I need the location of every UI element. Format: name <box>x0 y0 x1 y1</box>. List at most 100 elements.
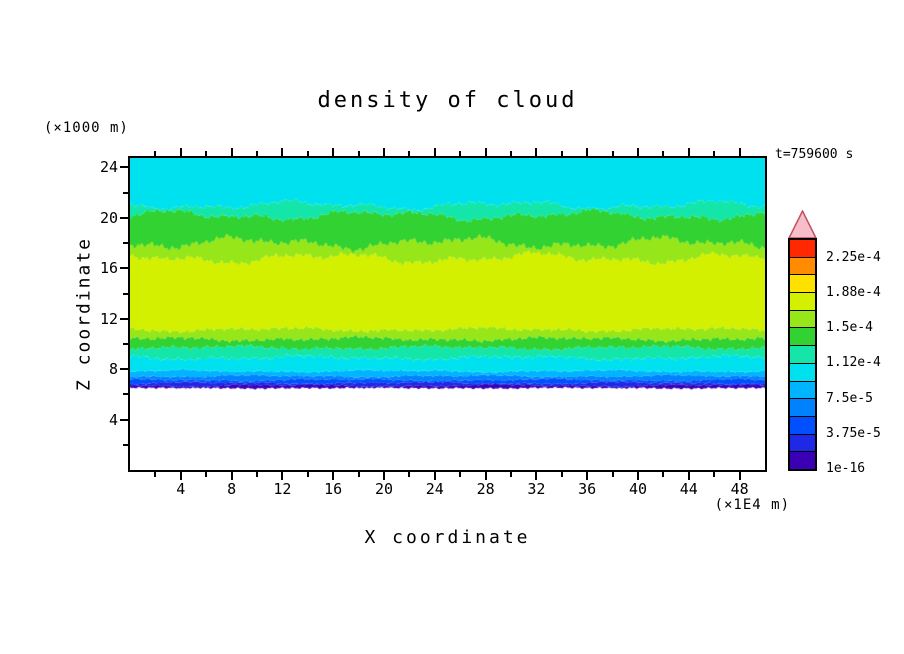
tick-mark <box>154 472 157 477</box>
colorbar-segment <box>790 433 815 452</box>
y-tick-label: 20 <box>99 208 118 227</box>
tick-mark <box>637 148 639 156</box>
tick-mark <box>383 472 385 480</box>
colorbar-tick-label: 7.5e-5 <box>826 390 873 406</box>
x-tick-label: 40 <box>628 480 648 498</box>
x-tick-label: 28 <box>476 480 495 498</box>
tick-mark <box>586 148 589 156</box>
tick-mark <box>484 472 487 480</box>
tick-mark <box>123 242 128 245</box>
y-tick-label: 24 <box>99 158 118 177</box>
x-axis-unit-label: (×1E4 m) <box>714 497 790 513</box>
x-axis-title: X coordinate <box>364 527 531 548</box>
tick-mark <box>281 472 284 480</box>
tick-mark <box>123 292 128 295</box>
colorbar-tick-label: 1.5e-4 <box>826 320 873 336</box>
colorbar-segment <box>790 380 815 399</box>
tick-mark <box>510 472 512 477</box>
tick-mark <box>459 472 462 477</box>
tick-mark <box>611 472 614 477</box>
x-tick-label: 48 <box>730 480 749 498</box>
colorbar-tick-label: 1.88e-4 <box>826 284 881 300</box>
tick-mark <box>713 472 716 477</box>
x-tick-label: 12 <box>273 480 292 498</box>
x-tick-label: 44 <box>679 480 698 498</box>
tick-mark <box>120 368 128 371</box>
tick-mark <box>306 472 309 477</box>
tick-mark <box>687 148 690 156</box>
tick-mark <box>332 148 335 156</box>
tick-mark <box>123 191 128 194</box>
tick-mark <box>120 418 128 421</box>
x-tick-label: 20 <box>374 480 394 498</box>
tick-mark <box>738 148 741 156</box>
tick-mark <box>611 151 614 156</box>
y-axis-unit-label: (×1000 m) <box>44 120 129 136</box>
tick-mark <box>433 148 436 156</box>
tick-mark <box>306 151 309 156</box>
x-tick-label: 4 <box>176 480 186 498</box>
colorbar <box>788 238 817 471</box>
tick-mark <box>332 472 335 480</box>
tick-mark <box>535 472 538 480</box>
colorbar-tick-label: 3.75e-5 <box>826 425 881 441</box>
tick-mark <box>433 472 436 480</box>
tick-mark <box>560 472 563 477</box>
colorbar-segment <box>790 274 815 293</box>
x-tick-label: 24 <box>425 480 444 498</box>
tick-mark <box>230 472 233 480</box>
colorbar-segment <box>790 240 815 257</box>
tick-mark <box>408 472 411 477</box>
x-tick-label: 32 <box>527 480 546 498</box>
colorbar-tick-label: 1.12e-4 <box>826 355 881 371</box>
tick-mark <box>123 393 128 396</box>
colorbar-segment <box>790 309 815 328</box>
y-tick-label: 4 <box>108 410 118 429</box>
y-tick-label: 8 <box>108 360 118 379</box>
x-tick-label: 16 <box>324 480 343 498</box>
tick-mark <box>535 148 538 156</box>
tick-mark <box>120 317 128 320</box>
y-tick-label: 16 <box>99 259 118 278</box>
tick-mark <box>408 151 411 156</box>
chart-title: density of cloud <box>317 88 578 113</box>
tick-mark <box>179 148 182 156</box>
colorbar-segment <box>790 327 815 346</box>
tick-mark <box>383 148 385 156</box>
colorbar-overflow-arrow-icon <box>788 210 817 239</box>
y-tick-label: 12 <box>99 309 118 328</box>
tick-mark <box>662 151 665 156</box>
colorbar-segment <box>790 362 815 381</box>
tick-mark <box>510 151 512 156</box>
tick-mark <box>120 216 128 219</box>
tick-mark <box>120 166 128 169</box>
tick-mark <box>256 151 258 156</box>
tick-mark <box>230 148 233 156</box>
tick-mark <box>256 472 258 477</box>
x-tick-label: 36 <box>578 480 597 498</box>
tick-mark <box>120 267 128 270</box>
tick-mark <box>713 151 716 156</box>
contour-plot-canvas <box>130 158 765 470</box>
colorbar-segment <box>790 398 815 416</box>
tick-mark <box>738 472 741 480</box>
colorbar-tick-label: 2.25e-4 <box>826 249 881 265</box>
colorbar-tick-label: 1e-16 <box>826 461 866 476</box>
tick-mark <box>123 342 128 345</box>
plot-frame <box>128 156 767 472</box>
colorbar-segment <box>790 415 815 434</box>
tick-mark <box>179 472 182 480</box>
tick-mark <box>154 151 157 156</box>
x-tick-label: 8 <box>227 480 237 498</box>
tick-mark <box>123 443 128 446</box>
tick-mark <box>484 148 487 156</box>
tick-mark <box>205 472 208 477</box>
tick-mark <box>662 472 665 477</box>
colorbar-segment <box>790 451 815 469</box>
colorbar-segment <box>790 292 815 310</box>
timestamp-label: t=759600 s <box>775 147 854 162</box>
tick-mark <box>357 151 360 156</box>
tick-mark <box>586 472 589 480</box>
tick-mark <box>205 151 208 156</box>
